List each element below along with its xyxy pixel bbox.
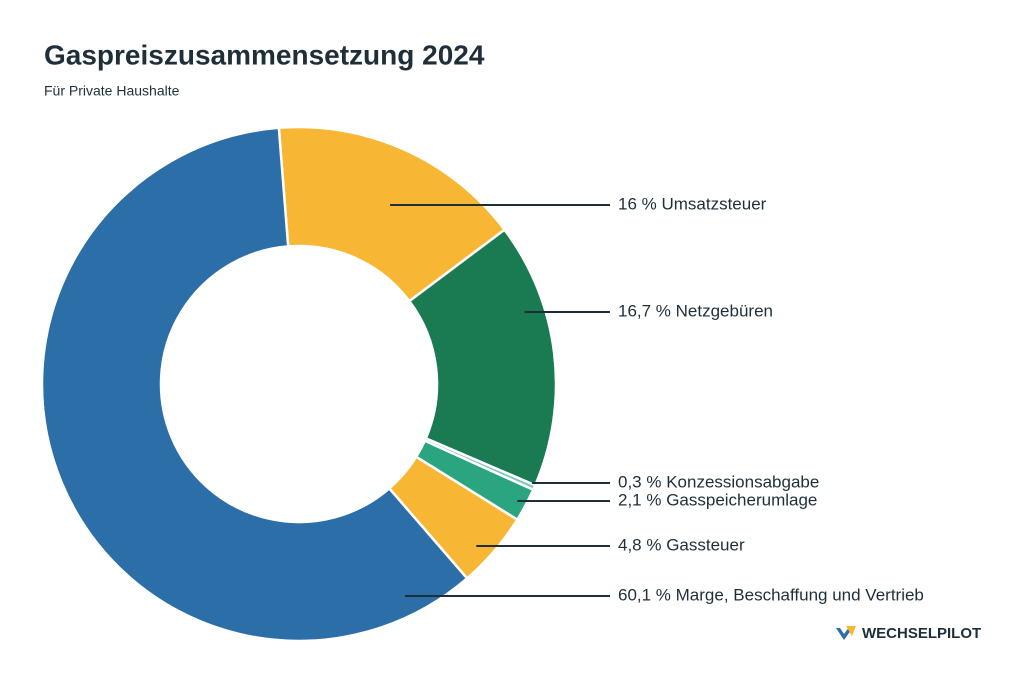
data-label: 0,3 % Konzessionsabgabe bbox=[618, 472, 819, 491]
data-label: 16,7 % Netzgebüren bbox=[618, 301, 773, 320]
chart-title: Gaspreiszusammensetzung 2024 bbox=[44, 39, 485, 70]
data-label: 2,1 % Gasspeicherumlage bbox=[618, 490, 817, 509]
data-label: 60,1 % Marge, Beschaffung und Vertrieb bbox=[618, 585, 924, 604]
data-label: 16 % Umsatzsteuer bbox=[618, 194, 767, 213]
donut-segment bbox=[407, 227, 558, 487]
donut-segment bbox=[277, 125, 507, 303]
data-label: 4,8 % Gassteuer bbox=[618, 535, 745, 554]
brand-logo: WECHSELPILOT bbox=[836, 625, 981, 642]
donut-segment bbox=[40, 126, 469, 643]
logo-icon bbox=[846, 626, 856, 636]
brand-name: WECHSELPILOT bbox=[862, 625, 981, 642]
chart-subtitle: Für Private Haushalte bbox=[44, 83, 180, 99]
